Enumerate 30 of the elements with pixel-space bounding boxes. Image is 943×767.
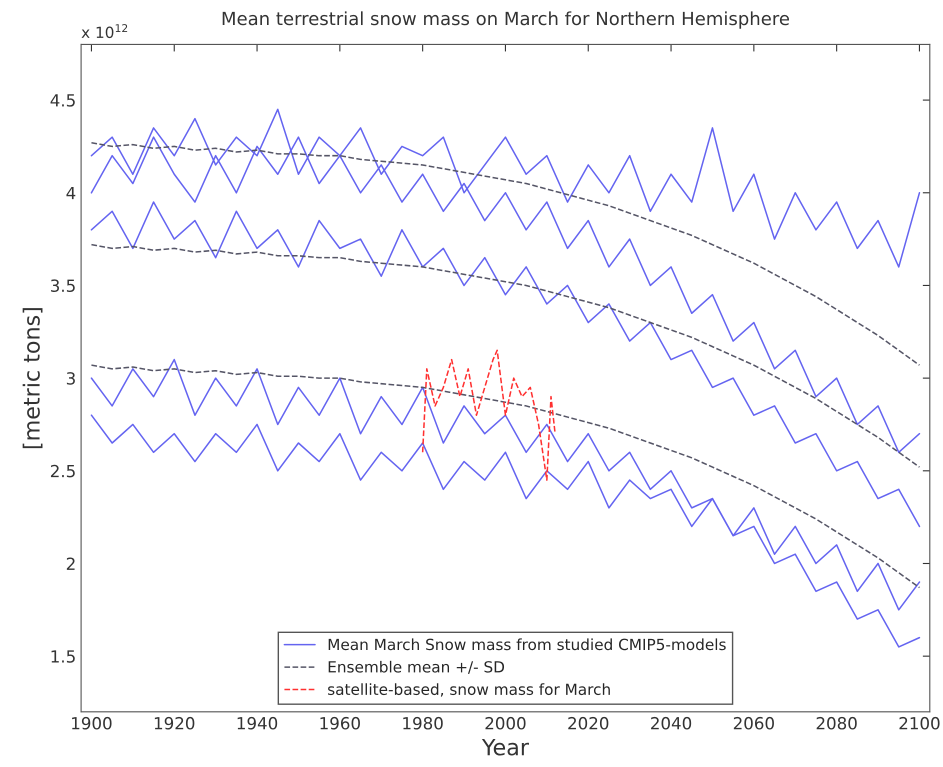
text: x 10$^{12}$ xyxy=(82,24,128,38)
x-tick-label: 1960 xyxy=(320,716,360,730)
x-tick-label: 2040 xyxy=(651,716,692,730)
x-tick-label: 1900 xyxy=(72,716,112,730)
legend-label: Ensemble mean +/- SD xyxy=(328,660,504,674)
x-tick-label: 1920 xyxy=(154,716,194,730)
x-tick-label: 1940 xyxy=(238,716,278,730)
line-series xyxy=(422,350,556,481)
y-tick-label: 3.5 xyxy=(51,279,75,292)
x-tick-label: 2100 xyxy=(899,716,940,730)
y-tick-label: 3 xyxy=(66,372,75,385)
x-tick-label: 2000 xyxy=(485,716,526,730)
y-tick-label: 2 xyxy=(66,557,75,570)
x-axis-title: Year xyxy=(482,739,529,756)
x-tick-label: 2080 xyxy=(816,716,857,730)
line-series xyxy=(90,364,920,588)
legend-label: Mean March Snow mass from studied CMIP5-models xyxy=(328,638,726,650)
x-tick-label: 2060 xyxy=(734,716,774,730)
y-tick-label: 2.5 xyxy=(50,464,75,478)
line-series xyxy=(90,244,920,468)
line-series xyxy=(90,201,920,528)
y-tick-label: 1.5 xyxy=(52,650,75,663)
legend-label: satellite-based, snow mass for March xyxy=(328,683,610,697)
x-tick-label: 2020 xyxy=(568,716,608,730)
x-tick-label: 1980 xyxy=(403,716,443,730)
y-tick-label: 4.5 xyxy=(50,94,75,107)
y-axis-title: [metric tons] xyxy=(22,308,42,448)
y-tick-label: 4 xyxy=(66,186,76,200)
chart-title: Mean terrestrial snow mass on March for Northern Hemisphere xyxy=(222,11,789,29)
line-series xyxy=(90,142,920,366)
